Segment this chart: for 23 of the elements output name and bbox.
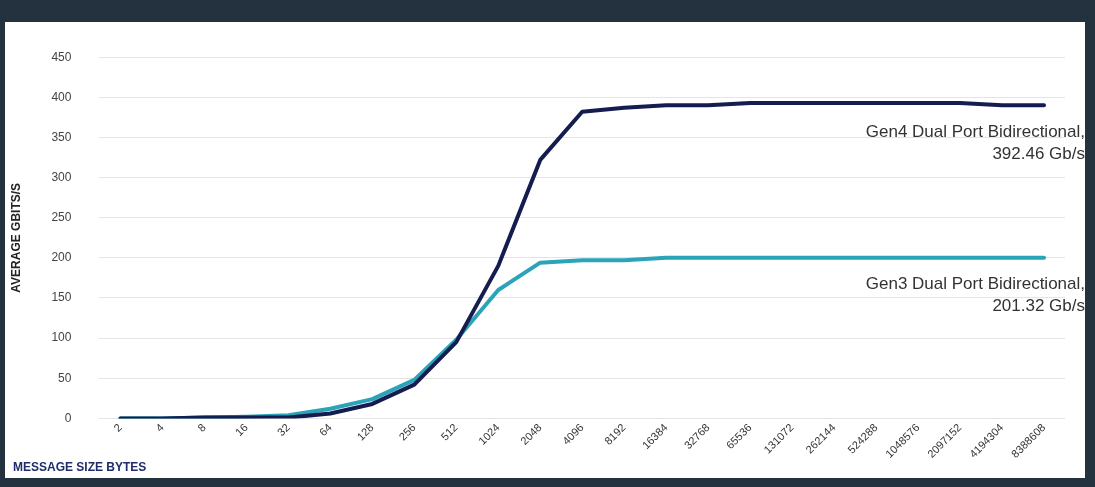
x-tick-label: 2 [111,421,124,434]
x-tick-label: 256 [396,421,418,443]
series-label: Gen4 Dual Port Bidirectional, 392.46 Gb/s [865,121,1085,163]
y-tick-label: 400 [51,89,72,104]
x-tick-label: 32 [274,421,292,439]
y-tick-label: 350 [51,129,72,144]
y-tick-label: 150 [51,290,72,305]
x-tick-label: 512 [438,421,460,443]
x-tick-label: 128 [354,421,376,443]
y-tick-label: 100 [51,330,72,345]
x-tick-label: 4 [153,421,166,434]
y-tick-label: 450 [51,49,72,64]
x-axis-title: MESSAGE SIZE BYTES [13,460,147,475]
x-tick-label: 16 [232,421,250,439]
y-tick-label: 50 [58,370,72,385]
y-tick-label: 0 [64,410,72,425]
series-label: Gen3 Dual Port Bidirectional, 201.32 Gb/s [865,274,1085,316]
x-tick-label: 8 [195,421,208,434]
y-tick-label: 250 [51,210,72,225]
y-tick-label: 300 [51,169,72,184]
y-axis-title: AVERAGE GBITS/S [8,182,23,293]
x-tick-label: 64 [316,421,334,439]
y-tick-label: 200 [51,250,72,265]
